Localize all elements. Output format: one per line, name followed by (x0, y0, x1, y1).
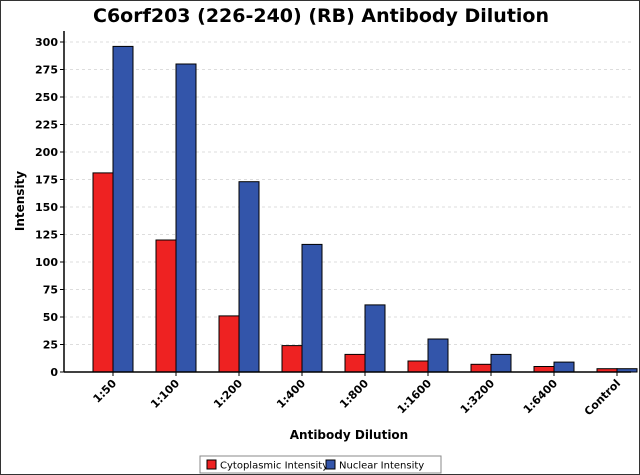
y-tick-label: 225 (35, 119, 58, 132)
x-tick-label: 1:6400 (521, 377, 561, 417)
nuclear-bar (238, 181, 260, 373)
cytoplasmic-bar (92, 172, 114, 373)
y-tick-label: 275 (35, 64, 58, 77)
nuclear-bar (427, 338, 449, 373)
cytoplasmic-bar (533, 366, 555, 373)
x-tick-label: Control (582, 377, 623, 418)
legend-label: Nuclear Intensity (339, 461, 424, 472)
y-tick-label: 75 (43, 284, 58, 297)
cytoplasmic-bar (470, 363, 492, 373)
nuclear-bar (553, 361, 575, 373)
cytoplasmic-bar (155, 239, 177, 373)
y-tick-label: 150 (35, 201, 58, 214)
legend-box (199, 455, 442, 474)
cytoplasmic-bar (407, 360, 429, 373)
y-tick-label: 175 (35, 174, 58, 187)
y-tick-labels: 0 25 50 75 100 125 150 175 200 225 250 275 300 (35, 36, 64, 379)
grid-lines (64, 41, 631, 345)
y-tick-label: 250 (35, 91, 58, 104)
y-tick-label: 100 (35, 256, 58, 269)
x-axis-title: Antibody Dilution (290, 428, 408, 442)
x-tick-labels: 1:50 1:100 1:200 1:400 1:800 1:1600 1:3200 1:64… (91, 372, 623, 418)
nuclear-bar (490, 353, 512, 373)
x-tick-label: 1:100 (148, 377, 182, 411)
cytoplasmic-bar (218, 315, 240, 373)
axes (63, 31, 631, 373)
y-tick-label: 50 (43, 311, 59, 324)
x-tick-label: 1:400 (274, 377, 308, 411)
legend-label: Cytoplasmic Intensity (220, 461, 328, 472)
y-tick-label: 200 (35, 146, 58, 159)
cytoplasmic-bar (281, 345, 303, 373)
nuclear-bar (301, 243, 323, 373)
y-axis-title: Intensity (13, 171, 27, 231)
chart-title: C6orf203 (226-240) (RB) Antibody Dilutio… (93, 5, 549, 27)
legend-swatch (206, 459, 217, 470)
legend: Cytoplasmic Intensity Nuclear Intensity (199, 455, 442, 474)
cytoplasmic-bar (344, 353, 366, 373)
y-tick-label: 25 (43, 339, 58, 352)
y-tick-label: 0 (50, 366, 58, 379)
x-tick-label: 1:3200 (458, 377, 498, 417)
x-tick-label: 1:50 (91, 377, 120, 406)
y-tick-label: 125 (35, 229, 58, 242)
y-tick-label: 300 (35, 36, 58, 49)
nuclear-bar (175, 63, 197, 373)
x-tick-label: 1:1600 (395, 377, 435, 417)
nuclear-bar (112, 45, 134, 373)
legend-swatch (325, 459, 336, 470)
x-tick-label: 1:800 (337, 377, 371, 411)
x-tick-label: 1:200 (211, 377, 245, 411)
bars (92, 45, 638, 373)
nuclear-bar (364, 304, 386, 373)
